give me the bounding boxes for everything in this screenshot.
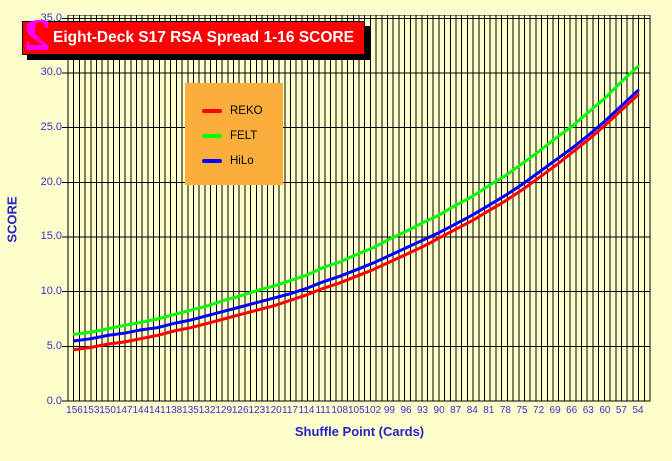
- x-tick-label: 72: [533, 405, 545, 416]
- x-tick-label: 123: [248, 405, 266, 416]
- chart-title: Eight-Deck S17 RSA Spread 1-16 SCORE: [53, 29, 354, 46]
- x-axis-title: Shuffle Point (Cards): [294, 424, 425, 439]
- legend-label-reko: REKO: [230, 104, 263, 117]
- x-tick-label: 153: [82, 405, 100, 416]
- legend-item-felt[interactable]: FELT: [185, 123, 283, 148]
- x-tick-label: 87: [450, 405, 462, 416]
- x-tick-label: 108: [331, 405, 349, 416]
- x-tick-label: 99: [383, 405, 395, 416]
- x-tick-label: 66: [566, 405, 578, 416]
- y-tick-label: 25.0: [40, 121, 62, 133]
- x-tick-label: 144: [132, 405, 150, 416]
- legend-label-hilo: HiLo: [230, 154, 254, 167]
- x-tick-label: 54: [632, 405, 644, 416]
- x-tick-label: 117: [282, 405, 298, 416]
- x-tick-label: 63: [582, 405, 594, 416]
- vertical-gridlines: [67, 15, 651, 401]
- y-tick-label: 0.0: [46, 395, 62, 407]
- x-tick-label: 90: [433, 405, 445, 416]
- legend[interactable]: REKO FELT HiLo: [185, 83, 283, 185]
- x-tick-label: 96: [400, 405, 412, 416]
- x-tick-label: 105: [347, 405, 365, 416]
- x-tick-label: 75: [516, 405, 528, 416]
- chart-title-bar[interactable]: 2 Eight-Deck S17 RSA Spread 1-16 SCORE: [22, 13, 365, 60]
- x-tick-label: 60: [599, 405, 611, 416]
- x-tick-label: 93: [416, 405, 429, 416]
- y-tick-label: 15.0: [40, 230, 62, 242]
- legend-item-hilo[interactable]: HiLo: [185, 148, 283, 173]
- y-axis-title: SCORE: [4, 196, 20, 243]
- x-tick-label: 156: [66, 405, 83, 416]
- y-tick-label: 35.0: [40, 12, 62, 24]
- x-tick-label: 132: [198, 405, 216, 416]
- magenta-logo-icon: 2: [23, 13, 51, 60]
- series-line-reko[interactable]: [73, 93, 640, 352]
- x-tick-label: 126: [231, 405, 249, 416]
- x-tick-label: 102: [364, 405, 382, 416]
- legend-swatch-reko: [202, 108, 222, 113]
- series-line-felt[interactable]: [73, 64, 640, 336]
- x-tick-label: 150: [99, 405, 116, 416]
- x-tick-label: 135: [182, 405, 199, 416]
- x-tick-label: 114: [298, 405, 315, 416]
- legend-swatch-felt: [202, 133, 222, 138]
- y-tick-label: 5.0: [46, 340, 62, 352]
- series-line-hilo[interactable]: [73, 89, 640, 343]
- x-tick-label: 147: [115, 405, 133, 416]
- legend-item-reko[interactable]: REKO: [185, 98, 283, 123]
- x-tick-label: 78: [499, 405, 511, 416]
- x-tick-label: 57: [615, 405, 627, 416]
- legend-swatch-hilo: [202, 158, 222, 163]
- y-tick-label: 30.0: [40, 66, 62, 78]
- x-tick-label: 81: [483, 405, 495, 416]
- y-tick-label: 10.0: [40, 285, 62, 297]
- x-tick-label: 84: [466, 405, 478, 416]
- plot-border: [67, 15, 651, 402]
- y-tick-label: 20.0: [40, 176, 62, 188]
- plot-area: [62, 15, 651, 402]
- x-tick-label: 129: [215, 405, 233, 416]
- x-tick-label: 111: [315, 405, 331, 416]
- legend-label-felt: FELT: [230, 129, 258, 142]
- x-tick-label: 138: [165, 405, 183, 416]
- x-tick-label: 120: [265, 405, 282, 416]
- x-tick-label: 141: [149, 405, 166, 416]
- x-tick-label: 69: [549, 405, 561, 416]
